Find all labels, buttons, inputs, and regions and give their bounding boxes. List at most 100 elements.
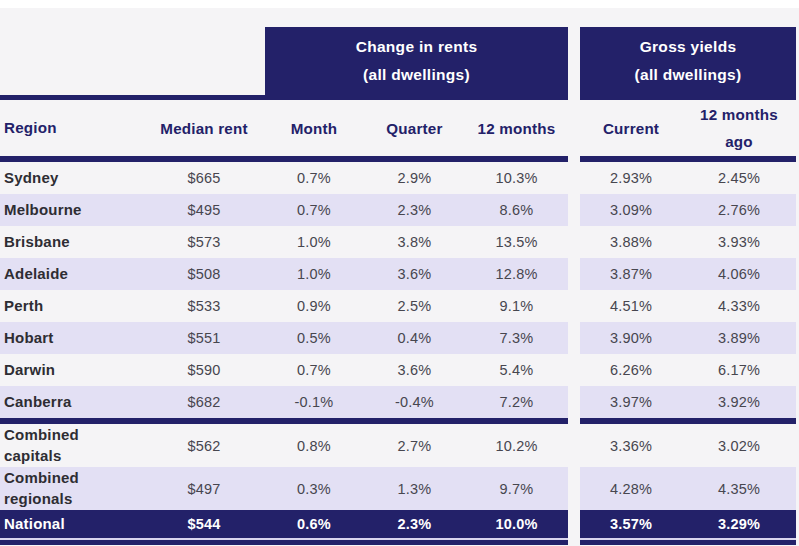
cell-region: Melbourne (0, 194, 144, 226)
cell-median-rent: $508 (144, 258, 264, 290)
cell-12-months: 10.2% (465, 424, 568, 467)
cell-yield-12-months-ago: 3.02% (682, 424, 796, 467)
section-gap (568, 258, 580, 290)
table-row: Combined capitals$5620.8%2.7%10.2% 3.36%3… (0, 424, 799, 467)
cell-current-yield: 3.88% (580, 226, 682, 258)
cell-yield-12-months-ago: 3.92% (682, 386, 796, 418)
cell-12-months: 5.4% (465, 354, 568, 386)
cell-current-yield: 4.28% (580, 467, 682, 510)
section-gap (568, 162, 580, 194)
cell-month: 0.3% (264, 467, 364, 510)
section-gap (568, 354, 580, 386)
column-header-region: Region (0, 100, 144, 156)
cell-median-rent: $497 (144, 467, 264, 510)
table-row: Hobart$5510.5%0.4%7.3%3.90%3.89% (0, 322, 799, 354)
cell-12-months: 7.3% (465, 322, 568, 354)
cell-12-months: 8.6% (465, 194, 568, 226)
cell-month: -0.1% (264, 386, 364, 418)
section-gap (568, 510, 580, 538)
cell-region: Darwin (0, 354, 144, 386)
column-header-quarter: Quarter (364, 100, 465, 156)
cell-month: 1.0% (264, 226, 364, 258)
table-row: Brisbane$5731.0%3.8%13.5% 3.88%3.93% (0, 226, 799, 258)
cell-12-months: 7.2% (465, 386, 568, 418)
group-header-gross-yields: Gross yields (all dwellings) (580, 27, 796, 95)
cell-median-rent: $551 (144, 322, 264, 354)
cell-region: Adelaide (0, 258, 144, 290)
group-title: Gross yields (640, 38, 737, 56)
cell-12-months: 10.3% (465, 162, 568, 194)
cell-region: Sydney (0, 162, 144, 194)
bottom-border-bar (0, 540, 799, 545)
cell-current-yield: 2.93% (580, 162, 682, 194)
cell-12-months: 13.5% (465, 226, 568, 258)
cell-median-rent: $665 (144, 162, 264, 194)
cell-region: National (0, 510, 144, 538)
cell-quarter: 0.4% (364, 322, 465, 354)
cell-region: Combined regionals (0, 467, 144, 510)
group-subtitle: (all dwellings) (635, 66, 742, 84)
cell-median-rent: $495 (144, 194, 264, 226)
column-header-12-months: 12 months (465, 100, 568, 156)
cell-median-rent: $562 (144, 424, 264, 467)
section-gap (568, 290, 580, 322)
cell-month: 0.7% (264, 354, 364, 386)
section-gap (568, 194, 580, 226)
cell-month: 1.0% (264, 258, 364, 290)
column-header-median-rent: Median rent (144, 100, 264, 156)
cell-month: 0.5% (264, 322, 364, 354)
group-header-change-in-rents: Change in rents (all dwellings) (265, 27, 568, 95)
cell-median-rent: $590 (144, 354, 264, 386)
cell-yield-12-months-ago: 3.93% (682, 226, 796, 258)
cell-month: 0.8% (264, 424, 364, 467)
cell-yield-12-months-ago: 6.17% (682, 354, 796, 386)
city-rows-group: Sydney$6650.7%2.9%10.3%2.93%2.45%Melbour… (0, 162, 799, 418)
column-header-12-months-ago: 12 months ago (682, 100, 796, 156)
table-row: Canberra$682-0.1%-0.4%7.2% 3.97%3.92% (0, 386, 799, 418)
cell-quarter: 3.8% (364, 226, 465, 258)
cell-region: Brisbane (0, 226, 144, 258)
cell-month: 0.7% (264, 162, 364, 194)
group-header-row: Change in rents (all dwellings) Gross yi… (0, 27, 799, 95)
cell-yield-12-months-ago: 2.76% (682, 194, 796, 226)
cell-current-yield: 4.51% (580, 290, 682, 322)
cell-region: Canberra (0, 386, 144, 418)
cell-current-yield: 3.36% (580, 424, 682, 467)
cell-current-yield: 3.87% (580, 258, 682, 290)
spacer (0, 8, 799, 27)
cell-quarter: 2.9% (364, 162, 465, 194)
cell-yield-12-months-ago: 3.89% (682, 322, 796, 354)
cell-12-months: 9.7% (465, 467, 568, 510)
cell-median-rent: $682 (144, 386, 264, 418)
column-header-12-months-ago-line2: ago (725, 134, 753, 149)
cell-quarter: 2.7% (364, 424, 465, 467)
section-gap (568, 467, 580, 510)
cell-quarter: 2.3% (364, 194, 465, 226)
rent-and-yield-table: Change in rents (all dwellings) Gross yi… (0, 0, 799, 546)
cell-median-rent: $533 (144, 290, 264, 322)
table-row: Darwin$5900.7%3.6%5.4%6.26%6.17% (0, 354, 799, 386)
table-row-national: National$5440.6%2.3%10.0%3.57%3.29% (0, 510, 799, 538)
cell-quarter: -0.4% (364, 386, 465, 418)
section-gap (568, 27, 580, 95)
group-title: Change in rents (356, 38, 478, 56)
cell-quarter: 2.3% (364, 510, 465, 538)
column-header-current: Current (580, 100, 682, 156)
cell-current-yield: 3.09% (580, 194, 682, 226)
cell-12-months: 12.8% (465, 258, 568, 290)
cell-yield-12-months-ago: 4.06% (682, 258, 796, 290)
cell-12-months: 10.0% (465, 510, 568, 538)
section-gap (568, 226, 580, 258)
table-row: Combined regionals$4970.3%1.3%9.7%4.28%4… (0, 467, 799, 510)
cell-quarter: 1.3% (364, 467, 465, 510)
cell-median-rent: $573 (144, 226, 264, 258)
cell-region: Combined capitals (0, 424, 144, 467)
cell-current-yield: 3.97% (580, 386, 682, 418)
cell-median-rent: $544 (144, 510, 264, 538)
cell-month: 0.9% (264, 290, 364, 322)
section-gap (568, 100, 580, 156)
table-row: Melbourne$4950.7%2.3%8.6% 3.09%2.76% (0, 194, 799, 226)
cell-yield-12-months-ago: 2.45% (682, 162, 796, 194)
cell-month: 0.7% (264, 194, 364, 226)
table-row: Sydney$6650.7%2.9%10.3% 2.93%2.45% (0, 162, 799, 194)
